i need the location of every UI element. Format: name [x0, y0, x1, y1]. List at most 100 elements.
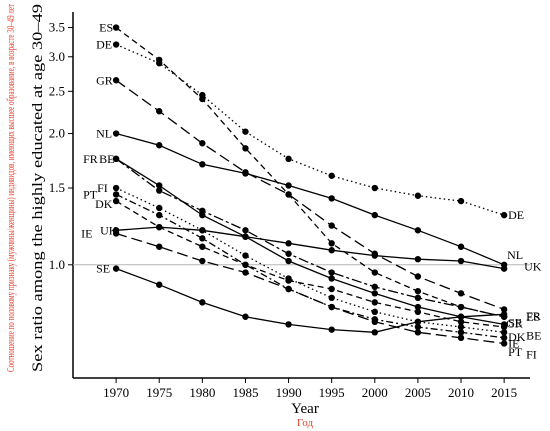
data-point-pt	[156, 211, 163, 219]
data-point-pt	[500, 334, 508, 342]
data-point-nl	[285, 182, 292, 189]
data-point-dk	[457, 318, 465, 326]
data-point-gr	[500, 306, 508, 313]
data-point-ie	[328, 303, 335, 311]
series-line-uk	[116, 226, 505, 270]
series-start-label-ie: IE	[81, 226, 92, 240]
data-point-nl	[156, 142, 163, 149]
data-point-be	[112, 155, 120, 163]
data-point-uk	[199, 227, 206, 234]
data-point-es	[371, 269, 378, 276]
data-point-ie	[199, 257, 206, 265]
data-point-uk	[414, 255, 422, 263]
series-start-label-pt: PT	[83, 187, 98, 201]
data-point-se	[242, 313, 249, 320]
data-point-se	[328, 326, 335, 333]
series-start-label-be: BE	[99, 152, 114, 166]
series-start-label-de: DE	[96, 38, 112, 52]
series-line-ie	[115, 232, 505, 345]
data-point-fr	[371, 283, 378, 291]
data-point-ie	[414, 329, 422, 336]
y-tick-label: 3.5	[49, 20, 65, 35]
x-tick-label: 2000	[362, 385, 388, 400]
y-axis-title-ru: Соотношение по половому признаку (мужчин…	[5, 4, 17, 372]
data-point-de	[112, 41, 120, 48]
series-start-label-fr: FR	[83, 152, 98, 166]
data-point-gr	[414, 273, 422, 280]
data-point-dk	[112, 197, 120, 205]
series-line-dk	[115, 200, 505, 328]
data-point-fi	[371, 308, 378, 316]
x-tick-label: 1980	[189, 385, 215, 400]
x-tick-label: 2015	[491, 385, 517, 400]
data-point-fr	[457, 303, 465, 311]
data-point-dk	[371, 299, 378, 306]
x-tick-label: 1970	[103, 385, 129, 400]
data-point-nl	[112, 130, 120, 137]
y-tick-label: 2.5	[49, 83, 65, 98]
x-tick-label: 2010	[448, 385, 474, 400]
data-point-se	[500, 311, 508, 318]
data-point-de	[414, 192, 422, 199]
data-point-uk	[500, 265, 508, 272]
data-point-se	[285, 321, 292, 328]
y-axis-title-ru-group: Соотношение по половому признаку (мужчин…	[5, 4, 17, 372]
x-tick-label: 1985	[232, 385, 258, 400]
data-point-nl	[457, 243, 465, 250]
data-point-dk	[242, 261, 249, 268]
data-point-uk	[371, 252, 378, 259]
y-tick-label: 2.0	[49, 126, 65, 141]
data-point-de	[242, 128, 249, 135]
y-tick-label: 3.0	[49, 49, 65, 64]
data-point-de	[328, 172, 335, 179]
series-end-label-gr: GR	[506, 316, 523, 330]
data-point-de	[285, 155, 292, 163]
series-end-label-dk: DK	[508, 330, 526, 344]
data-point-fi	[500, 329, 508, 336]
series-start-label-se: SE	[96, 262, 110, 276]
data-point-gr	[328, 222, 335, 229]
data-point-fi	[457, 323, 465, 331]
data-point-fi	[156, 204, 163, 212]
data-point-nl	[242, 170, 249, 177]
y-tick-label: 1.5	[49, 180, 65, 195]
series-end-label-pt: PT	[508, 345, 523, 359]
data-point-de	[371, 184, 378, 192]
series-line-pt	[115, 193, 505, 339]
data-point-ie	[285, 285, 292, 293]
series-line-gr	[115, 79, 505, 311]
data-point-de	[156, 59, 163, 67]
x-tick-label: 2005	[405, 385, 431, 400]
x-axis-ticks: 1970 1975 1980 1985 1990 1995 2000 2005 2010 2015	[103, 378, 517, 400]
series-start-label-uk: UK	[100, 223, 118, 237]
y-axis-ticks: 1.0 1.5 2.0 2.5 3.0 3.5	[49, 20, 73, 272]
data-point-fi	[112, 184, 120, 192]
data-point-fr	[328, 269, 335, 276]
data-point-nl	[414, 227, 422, 234]
series-points	[112, 24, 508, 347]
data-point-fr	[242, 227, 249, 234]
x-tick-label: 1990	[276, 385, 302, 400]
series-start-label-dk: DK	[95, 197, 113, 211]
data-point-ie	[371, 318, 378, 326]
data-point-gr	[285, 191, 292, 198]
series-line-se	[115, 267, 505, 333]
data-point-be	[285, 257, 292, 265]
data-point-be	[199, 211, 206, 219]
data-point-se	[199, 299, 206, 306]
series-line-be	[115, 158, 505, 326]
data-point-gr	[199, 140, 206, 147]
data-point-ie	[457, 334, 465, 342]
series-end-label-uk: UK	[524, 260, 542, 274]
data-point-se	[457, 313, 465, 320]
data-point-fr	[414, 294, 422, 302]
data-point-pt	[457, 329, 465, 336]
series-end-label-es: ES	[526, 310, 540, 324]
data-point-uk	[112, 227, 120, 234]
series-end-label-de: DE	[508, 208, 524, 222]
data-point-fi	[242, 252, 249, 259]
data-point-dk	[500, 323, 508, 331]
series-line-nl	[115, 132, 505, 266]
series-start-label-gr: GR	[96, 73, 113, 87]
data-point-es	[112, 24, 120, 31]
